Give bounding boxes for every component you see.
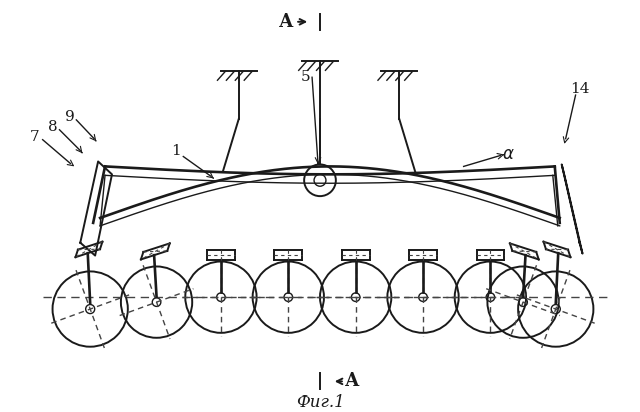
Text: Фиг.1: Фиг.1 (296, 394, 344, 411)
Text: 9: 9 (65, 110, 76, 124)
Text: 5: 5 (300, 70, 310, 84)
Text: А: А (345, 372, 359, 391)
Text: 7: 7 (30, 130, 40, 144)
Text: $\alpha$: $\alpha$ (502, 145, 515, 163)
Text: 8: 8 (48, 120, 58, 134)
Text: А: А (279, 13, 293, 31)
Text: 1: 1 (172, 143, 181, 157)
Text: 14: 14 (570, 82, 589, 96)
